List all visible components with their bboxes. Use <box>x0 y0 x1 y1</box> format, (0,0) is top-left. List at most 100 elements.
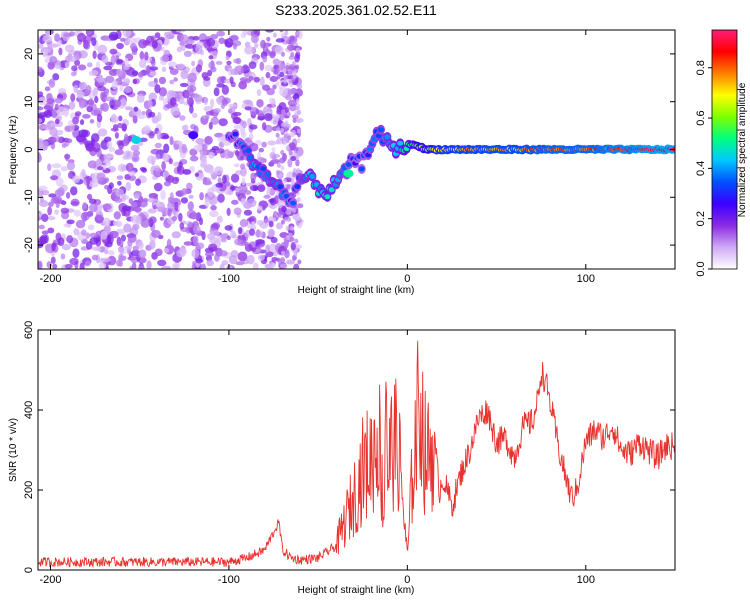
spectrogram-noise-cell <box>119 37 126 42</box>
spectrogram-noise-cell <box>296 203 304 209</box>
spectrogram-noise-cell <box>86 30 93 35</box>
spectrogram-ridge-cell <box>384 134 391 140</box>
spectrogram-noise-cell <box>289 225 294 231</box>
spectrogram-noise-cell <box>285 65 290 71</box>
spectrogram-noise-cell <box>204 115 210 120</box>
spectrogram-noise-cell <box>269 188 276 196</box>
spectrogram-noise-cell <box>219 263 225 269</box>
spectrogram-noise-cell <box>285 95 293 101</box>
spectrogram-noise-cell <box>189 104 194 114</box>
spectrogram-noise-cell <box>248 61 257 69</box>
spectrogram-noise-cell <box>192 235 199 245</box>
spectrogram-noise-cell <box>69 257 79 266</box>
spectrogram-noise-cell <box>208 169 215 175</box>
spectrogram-noise-cell <box>129 43 137 50</box>
spectrogram-noise-cell <box>279 30 284 33</box>
spectrogram-noise-cell <box>154 32 161 39</box>
spectrogram-noise-cell <box>279 71 285 78</box>
spectrogram-noise-cell <box>213 112 218 119</box>
spectrogram-noise-cell <box>274 45 284 55</box>
spectrogram-noise-cell <box>122 30 132 38</box>
spectrogram-noise-cell <box>230 173 240 183</box>
spectrogram-noise-cell <box>255 239 265 245</box>
spectrogram-cells <box>38 30 675 269</box>
spectrogram-noise-cell <box>51 242 56 252</box>
spectrogram-noise-cell <box>287 216 292 222</box>
spectrogram-noise-cell <box>294 53 300 63</box>
spectrogram-noise-cell <box>173 143 180 151</box>
spectrogram-noise-cell <box>97 44 108 54</box>
spectrogram-noise-cell <box>291 60 296 66</box>
spectrogram-noise-cell <box>297 84 303 89</box>
spectrogram-noise-cell <box>263 194 271 199</box>
spectrogram-noise-cell <box>207 187 215 197</box>
spectrogram-noise-cell <box>257 116 266 121</box>
spectrogram-noise-cell <box>61 243 71 251</box>
spectrogram-noise-cell <box>294 238 299 244</box>
spectrogram-noise-cell <box>104 61 113 66</box>
spectrogram-noise-cell <box>49 43 59 48</box>
spectrogram-noise-cell <box>224 225 233 231</box>
spectrogram-noise-cell <box>100 230 108 240</box>
spectrogram-noise-cell <box>142 197 149 203</box>
spectrogram-x-tick-label: 100 <box>577 273 595 285</box>
spectrogram-noise-cell <box>217 193 225 203</box>
spectrogram-noise-cell <box>222 174 227 184</box>
spectrogram-noise-cell <box>226 207 231 217</box>
spectrogram-noise-cell <box>65 192 71 199</box>
spectrogram-noise-cell <box>104 184 109 190</box>
spectrogram-noise-cell <box>233 124 243 129</box>
spectrogram-noise-cell <box>88 98 94 108</box>
spectrogram-noise-cell <box>158 76 167 85</box>
spectrogram-noise-cell <box>110 115 119 124</box>
spectrogram-noise-cell <box>250 172 257 181</box>
spectrogram-noise-cell <box>117 246 128 255</box>
spectrogram-noise-cell <box>90 133 100 143</box>
spectrogram-noise-cell <box>138 265 145 269</box>
spectrogram-noise-cell <box>40 46 50 56</box>
spectrogram-noise-cell <box>173 77 178 82</box>
spectrogram-noise-cell <box>64 263 73 269</box>
spectrogram-noise-cell <box>49 56 58 65</box>
spectrogram-noise-cell <box>38 106 44 111</box>
spectrogram-noise-cell <box>96 246 102 252</box>
spectrogram-noise-cell <box>215 60 223 65</box>
spectrogram-noise-cell <box>271 147 276 153</box>
spectrogram-noise-cell <box>60 253 66 260</box>
spectrogram-noise-cell <box>132 78 138 84</box>
spectrogram-noise-cell <box>118 115 123 122</box>
spectrogram-noise-cell <box>272 217 277 223</box>
spectrogram-noise-cell <box>280 149 285 155</box>
spectrogram-noise-cell <box>119 240 124 247</box>
snr-y-tick-label: 200 <box>23 481 35 499</box>
spectrogram-noise-cell <box>266 36 271 42</box>
spectrogram-noise-cell <box>193 144 203 151</box>
spectrogram-noise-cell <box>129 265 136 269</box>
spectrogram-noise-cell <box>116 122 124 129</box>
spectrogram-noise-cell <box>212 222 221 230</box>
spectrogram-ridge-cell <box>309 173 316 179</box>
spectrogram-noise-cell <box>206 38 216 47</box>
spectrogram-noise-cell <box>49 175 59 181</box>
spectrogram-noise-cell <box>156 130 162 141</box>
spectrogram-noise-cell <box>74 111 82 117</box>
spectrogram-noise-cell <box>71 65 78 72</box>
spectrogram-noise-cell <box>297 110 302 116</box>
spectrogram-noise-cell <box>216 215 223 224</box>
spectrogram-noise-cell <box>273 251 278 257</box>
snr-x-tick-label: -100 <box>218 574 240 586</box>
spectrogram-noise-cell <box>163 143 170 154</box>
spectrogram-noise-cell <box>264 64 273 72</box>
spectrogram-noise-cell <box>125 181 132 192</box>
spectrogram-noise-cell <box>208 55 214 60</box>
spectrogram-y-tick-label: 0 <box>23 146 35 152</box>
spectrogram-noise-cell <box>281 250 286 256</box>
spectrogram-noise-cell <box>187 201 194 211</box>
spectrogram-noise-cell <box>279 157 286 164</box>
spectrogram-noise-cell <box>192 35 200 41</box>
spectrogram-noise-cell <box>104 136 112 143</box>
spectrogram-noise-cell <box>45 102 54 110</box>
spectrogram-noise-cell <box>55 177 64 187</box>
spectrogram-noise-cell <box>114 197 123 203</box>
spectrogram-noise-cell <box>81 229 87 236</box>
